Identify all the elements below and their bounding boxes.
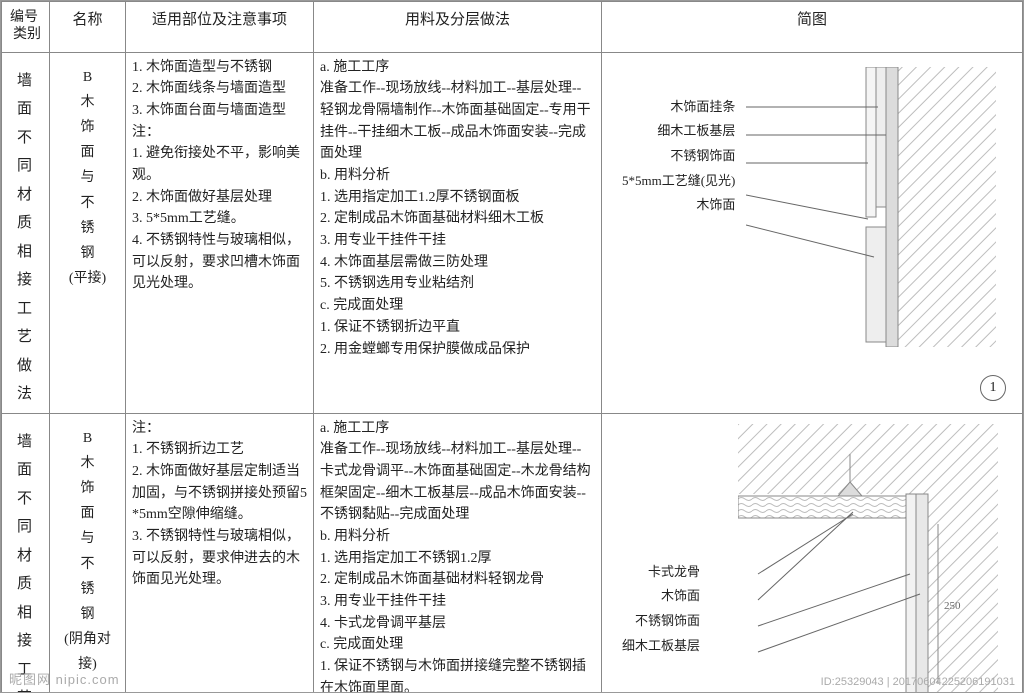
cell-method: a. 施工工序 准备工作--现场放线--材料加工--基层处理--轻钢龙骨隔墙制作… [314, 52, 602, 413]
cell-diagram: 250 50 卡式龙骨木饰面不锈钢饰面细木工板基层 2 [602, 413, 1023, 693]
diagram-2-labels: 卡式龙骨木饰面不锈钢饰面细木工板基层 [622, 560, 700, 659]
th-notes: 适用部位及注意事项 [126, 2, 314, 53]
category-vertical-text: 墙面不同材质相接工艺做法 [8, 57, 43, 409]
th-method: 用料及分层做法 [314, 2, 602, 53]
method-text: a. 施工工序 准备工作--现场放线--材料加工--基层处理--卡式龙骨调平--… [320, 418, 595, 693]
cell-notes: 1. 木饰面造型与不锈钢 2. 木饰面线条与墙面造型 3. 木饰面台面与墙面造型… [126, 52, 314, 413]
cell-category: 墙面不同材质相接工艺做法 [2, 413, 50, 693]
svg-text:250: 250 [944, 600, 961, 612]
th-diagram: 简图 [602, 2, 1023, 53]
th-index-top: 编号 [6, 10, 45, 27]
cell-category: 墙面不同材质相接工艺做法 [2, 52, 50, 413]
cell-notes: 注： 1. 不锈钢折边工艺 2. 木饰面做好基层定制适当加固，与不锈钢拼接处预留… [126, 413, 314, 693]
cell-name: B木饰面与不锈钢(平接) [50, 52, 126, 413]
cell-name: B木饰面与不锈钢(阴角对接) [50, 413, 126, 693]
category-vertical-text: 墙面不同材质相接工艺做法 [8, 418, 43, 693]
footer-id-text: ID:25329043 | 20170604225206191031 [821, 676, 1015, 688]
diagram-area-1: 木饰面挂条细木工板基层不锈钢饰面5*5mm工艺缝(见光)木饰面 1 [608, 57, 1016, 409]
table-row: 墙面不同材质相接工艺做法 B木饰面与不锈钢(平接) 1. 木饰面造型与不锈钢 2… [2, 52, 1023, 413]
diagram-badge: 1 [980, 375, 1006, 401]
th-index: 编号 类别 [2, 2, 50, 53]
th-name: 名称 [50, 2, 126, 53]
diagram-2-svg: 250 50 [738, 424, 998, 693]
diagram-1-labels: 木饰面挂条细木工板基层不锈钢饰面5*5mm工艺缝(见光)木饰面 [622, 95, 735, 218]
header-row: 编号 类别 名称 适用部位及注意事项 用料及分层做法 简图 [2, 2, 1023, 53]
diagram-area-2: 250 50 卡式龙骨木饰面不锈钢饰面细木工板基层 2 [608, 418, 1016, 693]
name-vertical-text: B木饰面与不锈钢(平接) [56, 57, 119, 292]
spec-sheet: 编号 类别 名称 适用部位及注意事项 用料及分层做法 简图 墙面不同材质相接工艺… [0, 0, 1024, 693]
method-text: a. 施工工序 准备工作--现场放线--材料加工--基层处理--轻钢龙骨隔墙制作… [320, 57, 595, 361]
name-vertical-text: B木饰面与不锈钢(阴角对接) [56, 418, 119, 678]
cell-method: a. 施工工序 准备工作--现场放线--材料加工--基层处理--卡式龙骨调平--… [314, 413, 602, 693]
spec-table: 编号 类别 名称 适用部位及注意事项 用料及分层做法 简图 墙面不同材质相接工艺… [1, 1, 1023, 693]
notes-text: 1. 木饰面造型与不锈钢 2. 木饰面线条与墙面造型 3. 木饰面台面与墙面造型… [132, 57, 307, 296]
table-row: 墙面不同材质相接工艺做法 B木饰面与不锈钢(阴角对接) 注： 1. 不锈钢折边工… [2, 413, 1023, 693]
watermark-text: 昵图网 nipic.com [9, 669, 120, 688]
diagram-1-svg [746, 67, 996, 347]
cell-diagram: 木饰面挂条细木工板基层不锈钢饰面5*5mm工艺缝(见光)木饰面 1 [602, 52, 1023, 413]
th-index-bottom: 类别 [6, 27, 45, 44]
notes-text: 注： 1. 不锈钢折边工艺 2. 木饰面做好基层定制适当加固，与不锈钢拼接处预留… [132, 418, 307, 592]
